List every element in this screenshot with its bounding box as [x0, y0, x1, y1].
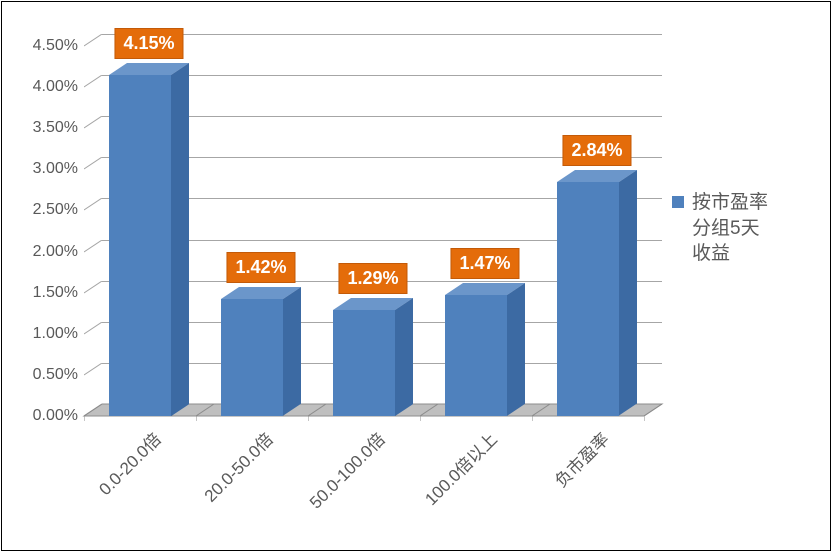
y-tick-label: 0.00%: [33, 407, 84, 425]
grid-depth-connector: [84, 322, 102, 335]
data-label: 2.84%: [562, 135, 631, 166]
bar: 4.15%: [109, 75, 171, 416]
bar-front: [221, 299, 283, 416]
grid-depth-connector: [84, 363, 102, 376]
y-tick-label: 2.00%: [33, 243, 84, 261]
bar-side: [395, 298, 413, 416]
x-tick: [196, 404, 215, 422]
grid-depth-connector: [84, 75, 102, 88]
bar-front: [109, 75, 171, 416]
y-tick-label: 1.50%: [33, 284, 84, 302]
data-label: 4.15%: [114, 28, 183, 59]
legend-label-line: 分组5天: [692, 216, 768, 242]
x-tick: [420, 404, 439, 422]
y-tick-label: 3.50%: [33, 119, 84, 137]
bar-front: [333, 310, 395, 416]
bar: 1.29%: [333, 310, 395, 416]
legend-swatch: [672, 196, 684, 208]
y-tick-label: 3.00%: [33, 160, 84, 178]
bar-side: [507, 283, 525, 416]
y-tick-label: 4.50%: [33, 37, 84, 55]
x-tick: [532, 404, 551, 422]
bar-side: [171, 63, 189, 416]
data-label: 1.42%: [226, 252, 295, 283]
legend: 按市盈率分组5天收益: [672, 190, 768, 267]
grid-depth-connector: [84, 281, 102, 294]
bar-front: [557, 182, 619, 416]
legend-label: 按市盈率分组5天收益: [692, 190, 768, 267]
bar-front: [445, 295, 507, 416]
y-tick-label: 2.50%: [33, 201, 84, 219]
grid-depth-connector: [84, 240, 102, 253]
grid-depth-connector: [84, 116, 102, 129]
data-label: 1.47%: [450, 248, 519, 279]
grid-depth-connector: [84, 157, 102, 170]
y-tick-label: 0.50%: [33, 366, 84, 384]
bar: 2.84%: [557, 182, 619, 416]
bar-side: [619, 170, 637, 416]
bar: 1.42%: [221, 299, 283, 416]
y-tick-label: 4.00%: [33, 78, 84, 96]
grid-depth-connector: [84, 198, 102, 211]
data-label: 1.29%: [338, 263, 407, 294]
bar: 1.47%: [445, 295, 507, 416]
x-tick: [308, 404, 327, 422]
legend-label-line: 按市盈率: [692, 190, 768, 216]
grid-depth-connector: [84, 34, 102, 47]
grid-line: [102, 34, 662, 35]
y-tick-label: 1.00%: [33, 325, 84, 343]
legend-label-line: 收益: [692, 241, 768, 267]
bar-side: [283, 287, 301, 416]
x-tick: [84, 404, 103, 422]
x-tick: [644, 404, 663, 422]
